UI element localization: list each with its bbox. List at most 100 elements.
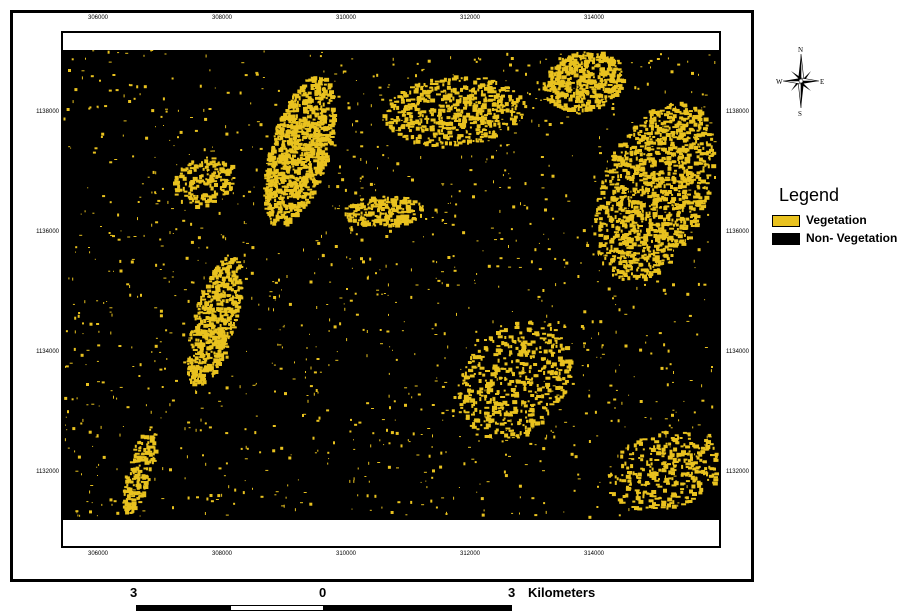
- vegetation-pixel: [410, 135, 414, 140]
- vegetation-pixel: [654, 251, 660, 254]
- vegetation-pixel: [217, 163, 221, 166]
- vegetation-pixel: [653, 185, 658, 189]
- vegetation-pixel: [680, 218, 683, 221]
- vegetation-pixel: [315, 142, 321, 147]
- vegetation-pixel: [146, 446, 151, 449]
- vegetation-pixel: [691, 91, 693, 94]
- vegetation-pixel: [190, 358, 193, 361]
- vegetation-pixel: [656, 268, 660, 271]
- vegetation-pixel: [503, 328, 508, 333]
- vegetation-pixel: [584, 412, 588, 415]
- vegetation-pixel: [679, 225, 685, 230]
- vegetation-pixel: [208, 318, 212, 322]
- vegetation-pixel: [224, 178, 229, 183]
- vegetation-pixel: [580, 61, 583, 66]
- vegetation-pixel: [324, 77, 330, 82]
- vegetation-pixel: [653, 229, 659, 233]
- vegetation-pixel: [673, 187, 678, 192]
- vegetation-pixel: [695, 201, 698, 205]
- vegetation-pixel: [661, 469, 667, 473]
- vegetation-pixel: [585, 104, 588, 109]
- vegetation-pixel: [653, 234, 658, 238]
- vegetation-pixel: [621, 187, 627, 191]
- vegetation-pixel: [481, 129, 487, 131]
- vegetation-pixel: [611, 63, 614, 67]
- vegetation-pixel: [697, 111, 700, 115]
- vegetation-pixel: [197, 308, 201, 311]
- vegetation-pixel: [410, 209, 414, 213]
- vegetation-pixel: [485, 418, 490, 422]
- vegetation-pixel: [675, 242, 677, 246]
- vegetation-pixel: [624, 150, 627, 155]
- vegetation-pixel: [221, 303, 224, 307]
- vegetation-pixel: [578, 100, 583, 104]
- vegetation-pixel: [130, 507, 134, 510]
- vegetation-pixel: [199, 304, 202, 308]
- vegetation-pixel: [287, 142, 291, 146]
- vegetation-pixel: [615, 219, 619, 223]
- vegetation-pixel: [654, 122, 657, 126]
- vegetation-pixel: [265, 169, 268, 172]
- vegetation-pixel: [648, 110, 652, 114]
- vegetation-pixel: [654, 255, 660, 260]
- vegetation-pixel: [646, 230, 651, 235]
- vegetation-pixel: [483, 133, 488, 138]
- vegetation-pixel: [587, 78, 591, 80]
- vegetation-pixel: [522, 367, 525, 370]
- vegetation-pixel: [140, 293, 142, 297]
- vegetation-pixel: [370, 204, 373, 208]
- vegetation-pixel: [459, 97, 462, 102]
- vegetation-pixel: [646, 255, 650, 260]
- vegetation-pixel: [640, 203, 646, 208]
- vegetation-pixel: [527, 91, 529, 94]
- map-outer-frame: [10, 10, 754, 582]
- vegetation-pixel: [515, 324, 518, 327]
- vegetation-pixel: [289, 184, 294, 188]
- vegetation-pixel: [205, 351, 208, 356]
- vegetation-pixel: [200, 197, 203, 200]
- vegetation-pixel: [544, 84, 547, 89]
- vegetation-pixel: [329, 136, 335, 138]
- vegetation-pixel: [698, 123, 701, 128]
- vegetation-pixel: [231, 262, 234, 265]
- vegetation-pixel: [657, 229, 661, 233]
- vegetation-pixel: [411, 123, 416, 126]
- vegetation-pixel: [489, 385, 493, 388]
- vegetation-pixel: [274, 175, 279, 180]
- vegetation-pixel: [620, 450, 625, 454]
- vegetation-pixel: [606, 201, 610, 206]
- vegetation-pixel: [624, 225, 628, 229]
- vegetation-pixel: [601, 101, 606, 103]
- vegetation-pixel: [698, 128, 701, 131]
- vegetation-pixel: [438, 137, 441, 142]
- vegetation-pixel: [673, 461, 679, 463]
- vegetation-pixel: [650, 203, 656, 206]
- vegetation-pixel: [617, 68, 622, 71]
- vegetation-pixel: [685, 138, 689, 141]
- vegetation-pixel: [230, 258, 234, 261]
- vegetation-pixel: [468, 118, 473, 121]
- vegetation-pixel: [149, 438, 155, 443]
- vegetation-pixel: [205, 178, 208, 181]
- vegetation-pixel: [275, 127, 278, 131]
- vegetation-pixel: [649, 138, 653, 141]
- vegetation-pixel: [476, 77, 481, 80]
- vegetation-pixel: [191, 374, 195, 378]
- vegetation-pixel: [616, 74, 620, 79]
- vegetation-pixel: [495, 428, 499, 432]
- vegetation-pixel: [581, 57, 587, 60]
- vegetation-pixel: [283, 504, 285, 508]
- vegetation-pixel: [311, 133, 313, 136]
- vegetation-pixel: [492, 339, 495, 343]
- vegetation-pixel: [483, 116, 488, 121]
- vegetation-pixel: [524, 464, 528, 466]
- vegetation-pixel: [479, 409, 482, 414]
- vegetation-pixel: [198, 368, 202, 371]
- vegetation-pixel: [419, 205, 422, 210]
- vegetation-pixel: [687, 193, 691, 196]
- vegetation-pixel: [298, 97, 301, 101]
- vegetation-pixel: [388, 224, 393, 228]
- vegetation-pixel: [691, 484, 696, 489]
- vegetation-pixel: [407, 105, 411, 109]
- vegetation-pixel: [323, 70, 325, 73]
